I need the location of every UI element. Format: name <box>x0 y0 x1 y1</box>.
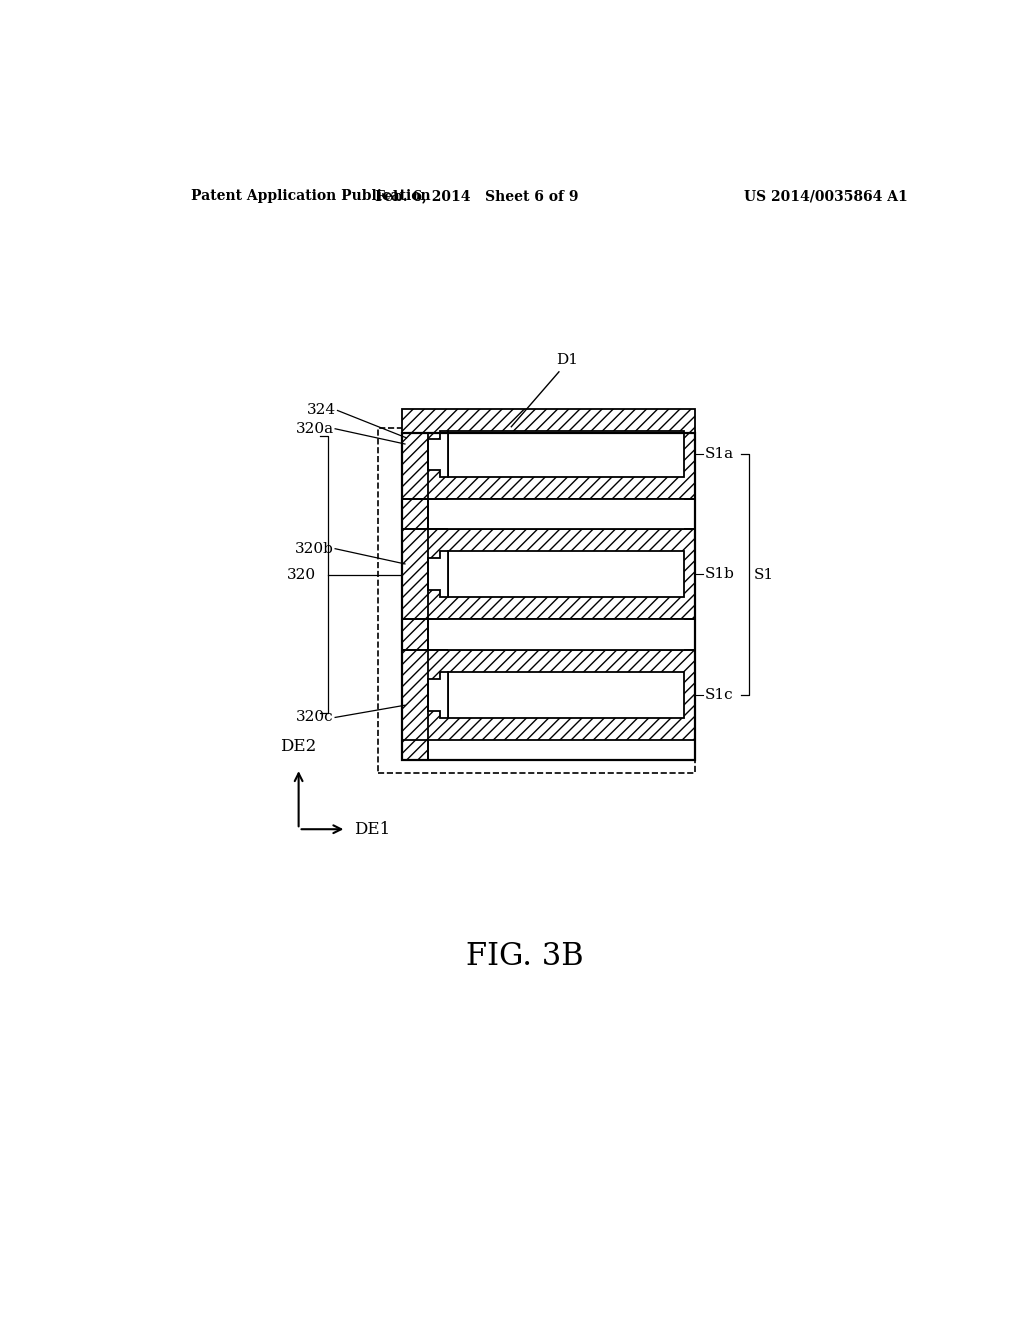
Text: 324: 324 <box>307 404 336 417</box>
Bar <box>401 529 695 619</box>
Text: Patent Application Publication: Patent Application Publication <box>191 189 431 203</box>
Text: US 2014/0035864 A1: US 2014/0035864 A1 <box>744 189 908 203</box>
Bar <box>401 433 428 760</box>
Text: DE1: DE1 <box>354 821 390 838</box>
Polygon shape <box>428 550 447 598</box>
Text: S1b: S1b <box>705 568 735 581</box>
Text: S1: S1 <box>754 568 774 582</box>
Text: S1a: S1a <box>705 447 734 461</box>
Text: S1c: S1c <box>705 688 733 702</box>
Bar <box>447 430 684 478</box>
Text: 320c: 320c <box>296 710 334 725</box>
Bar <box>401 433 695 760</box>
Text: 320b: 320b <box>295 541 334 556</box>
Bar <box>447 550 684 598</box>
Bar <box>447 499 684 529</box>
Bar <box>401 651 695 739</box>
Polygon shape <box>428 672 447 718</box>
Text: Feb. 6, 2014   Sheet 6 of 9: Feb. 6, 2014 Sheet 6 of 9 <box>376 189 579 203</box>
Bar <box>447 672 684 718</box>
Bar <box>401 433 428 760</box>
Text: D1: D1 <box>556 352 578 367</box>
Bar <box>401 409 695 499</box>
Bar <box>378 428 695 774</box>
Text: 320a: 320a <box>295 422 334 436</box>
Text: FIG. 3B: FIG. 3B <box>466 941 584 972</box>
Text: DE2: DE2 <box>281 738 316 755</box>
Polygon shape <box>428 430 447 478</box>
Text: 320: 320 <box>287 568 316 582</box>
Bar <box>447 619 684 651</box>
Bar <box>401 433 695 760</box>
